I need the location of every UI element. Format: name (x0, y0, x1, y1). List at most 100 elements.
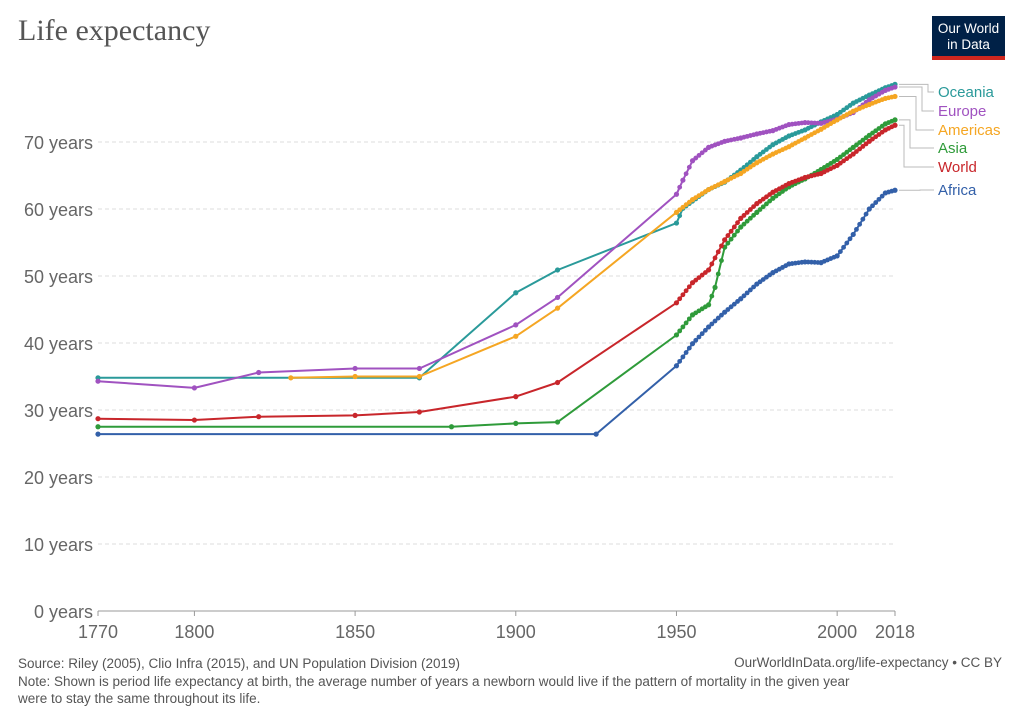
data-point (677, 184, 683, 190)
data-point (725, 240, 731, 246)
data-point (256, 414, 262, 420)
data-point (686, 284, 692, 290)
data-point (738, 224, 744, 230)
data-point (683, 320, 689, 326)
data-point (416, 373, 422, 380)
x-tick-label: 1950 (656, 622, 696, 642)
data-point (513, 420, 519, 426)
data-point (892, 122, 898, 128)
owid-logo[interactable]: Our World in Data (932, 16, 1005, 60)
data-point (256, 369, 262, 376)
data-point (754, 209, 760, 215)
data-point (860, 216, 866, 222)
y-tick-label: 10 years (24, 535, 93, 555)
data-point (847, 236, 853, 242)
data-point (95, 431, 101, 437)
legend-connector (899, 86, 934, 112)
x-tick-label: 1850 (335, 622, 375, 642)
data-point (722, 237, 728, 243)
legend-label-oceania: Oceania (938, 84, 995, 101)
data-point (95, 378, 101, 384)
data-point (593, 431, 599, 437)
data-point (715, 249, 721, 255)
legend-connector (899, 83, 934, 93)
source-url-link[interactable]: OurWorldInData.org/life-expectancy • CC … (734, 655, 1002, 670)
data-point (712, 255, 718, 261)
data-point (719, 243, 724, 249)
data-point (731, 224, 737, 230)
x-tick-label: 1770 (78, 622, 118, 642)
data-point (751, 204, 756, 209)
data-point (719, 258, 724, 263)
legend-label-americas: Americas (938, 122, 1001, 139)
data-point (677, 328, 683, 334)
data-point (715, 271, 721, 277)
data-point (841, 244, 846, 250)
data-point (689, 341, 696, 347)
data-point (760, 204, 766, 210)
legend-label-europe: Europe (938, 103, 986, 120)
data-point (744, 290, 750, 296)
data-point (870, 203, 875, 209)
data-point (554, 267, 561, 273)
data-point (857, 146, 863, 152)
data-point (554, 294, 561, 301)
data-point (352, 365, 358, 372)
y-tick-label: 70 years (24, 133, 93, 153)
data-point (696, 275, 702, 281)
data-point (709, 293, 715, 299)
data-point (95, 424, 101, 430)
data-point (683, 350, 689, 355)
data-point (95, 416, 101, 422)
data-point (741, 293, 747, 299)
data-point (866, 206, 872, 212)
data-point (352, 412, 358, 418)
data-point (677, 296, 683, 302)
data-point (738, 215, 744, 221)
data-point (680, 292, 686, 298)
data-point (673, 363, 680, 369)
data-point (892, 187, 898, 193)
data-point (751, 284, 756, 290)
chart-title: Life expectancy (18, 14, 211, 47)
data-point (686, 345, 692, 351)
data-point (879, 193, 885, 199)
data-point (725, 233, 731, 238)
y-tick-label: 0 years (34, 602, 93, 622)
data-point (728, 228, 734, 234)
data-point (696, 334, 702, 340)
data-point (738, 296, 744, 302)
data-point (513, 322, 519, 328)
data-point (693, 155, 699, 161)
data-point (699, 150, 705, 156)
data-point (693, 337, 699, 343)
y-tick-label: 30 years (24, 401, 93, 421)
y-tick-label: 60 years (24, 200, 93, 220)
data-point (706, 302, 712, 308)
data-point (751, 212, 756, 218)
data-point (677, 358, 683, 364)
series-line-africa (98, 189, 896, 436)
data-point (683, 288, 689, 294)
data-point (892, 93, 898, 100)
data-point (693, 277, 699, 283)
data-point (673, 300, 680, 306)
data-point (892, 84, 898, 90)
data-point (513, 333, 519, 339)
legend-connector (899, 124, 934, 168)
data-point (735, 228, 740, 234)
x-tick-label: 1800 (174, 622, 214, 642)
data-point (699, 272, 705, 278)
legend-label-world: World (938, 159, 977, 176)
data-point (744, 218, 750, 224)
data-point (712, 284, 718, 290)
data-point (680, 177, 686, 183)
data-point (680, 354, 686, 360)
data-point (735, 220, 740, 226)
data-point (747, 287, 753, 293)
data-point (725, 307, 731, 312)
data-point (731, 232, 737, 238)
data-point (191, 385, 198, 391)
y-tick-label: 40 years (24, 334, 93, 354)
data-point (854, 226, 859, 232)
